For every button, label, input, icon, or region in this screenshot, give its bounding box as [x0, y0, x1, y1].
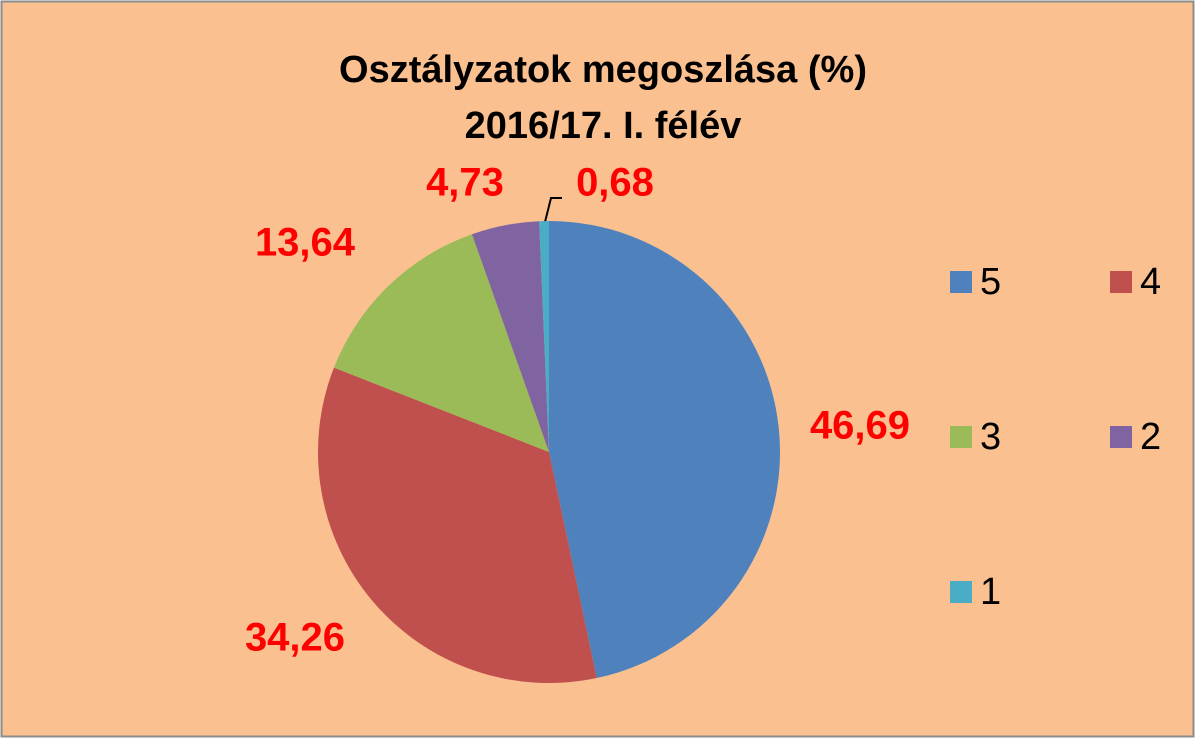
legend-swatch: [950, 426, 972, 448]
pie-slice: [317, 367, 597, 684]
legend-swatch: [1110, 426, 1132, 448]
data-label: 13,64: [255, 221, 356, 265]
legend-swatch: [950, 581, 972, 603]
legend-label: 1: [980, 571, 1001, 613]
legend-label: 2: [1140, 416, 1161, 458]
legend-label: 4: [1140, 261, 1161, 303]
chart-title: Osztályzatok megoszlása (%): [339, 49, 867, 91]
pie-slice: [333, 234, 549, 452]
data-label: 46,69: [810, 404, 910, 448]
legend-label: 5: [980, 261, 1001, 303]
legend-swatch: [950, 271, 972, 293]
leader-line: [544, 197, 562, 223]
pie-slice: [549, 221, 780, 679]
pie-slice: [471, 221, 549, 452]
legend-swatch: [1110, 271, 1132, 293]
data-label: 34,26: [245, 616, 345, 660]
data-label: 4,73: [426, 161, 504, 205]
data-label: 0,68: [576, 161, 654, 205]
legend-label: 3: [980, 416, 1001, 458]
chart-subtitle: 2016/17. I. félév: [465, 105, 742, 147]
pie-slice: [539, 221, 549, 452]
